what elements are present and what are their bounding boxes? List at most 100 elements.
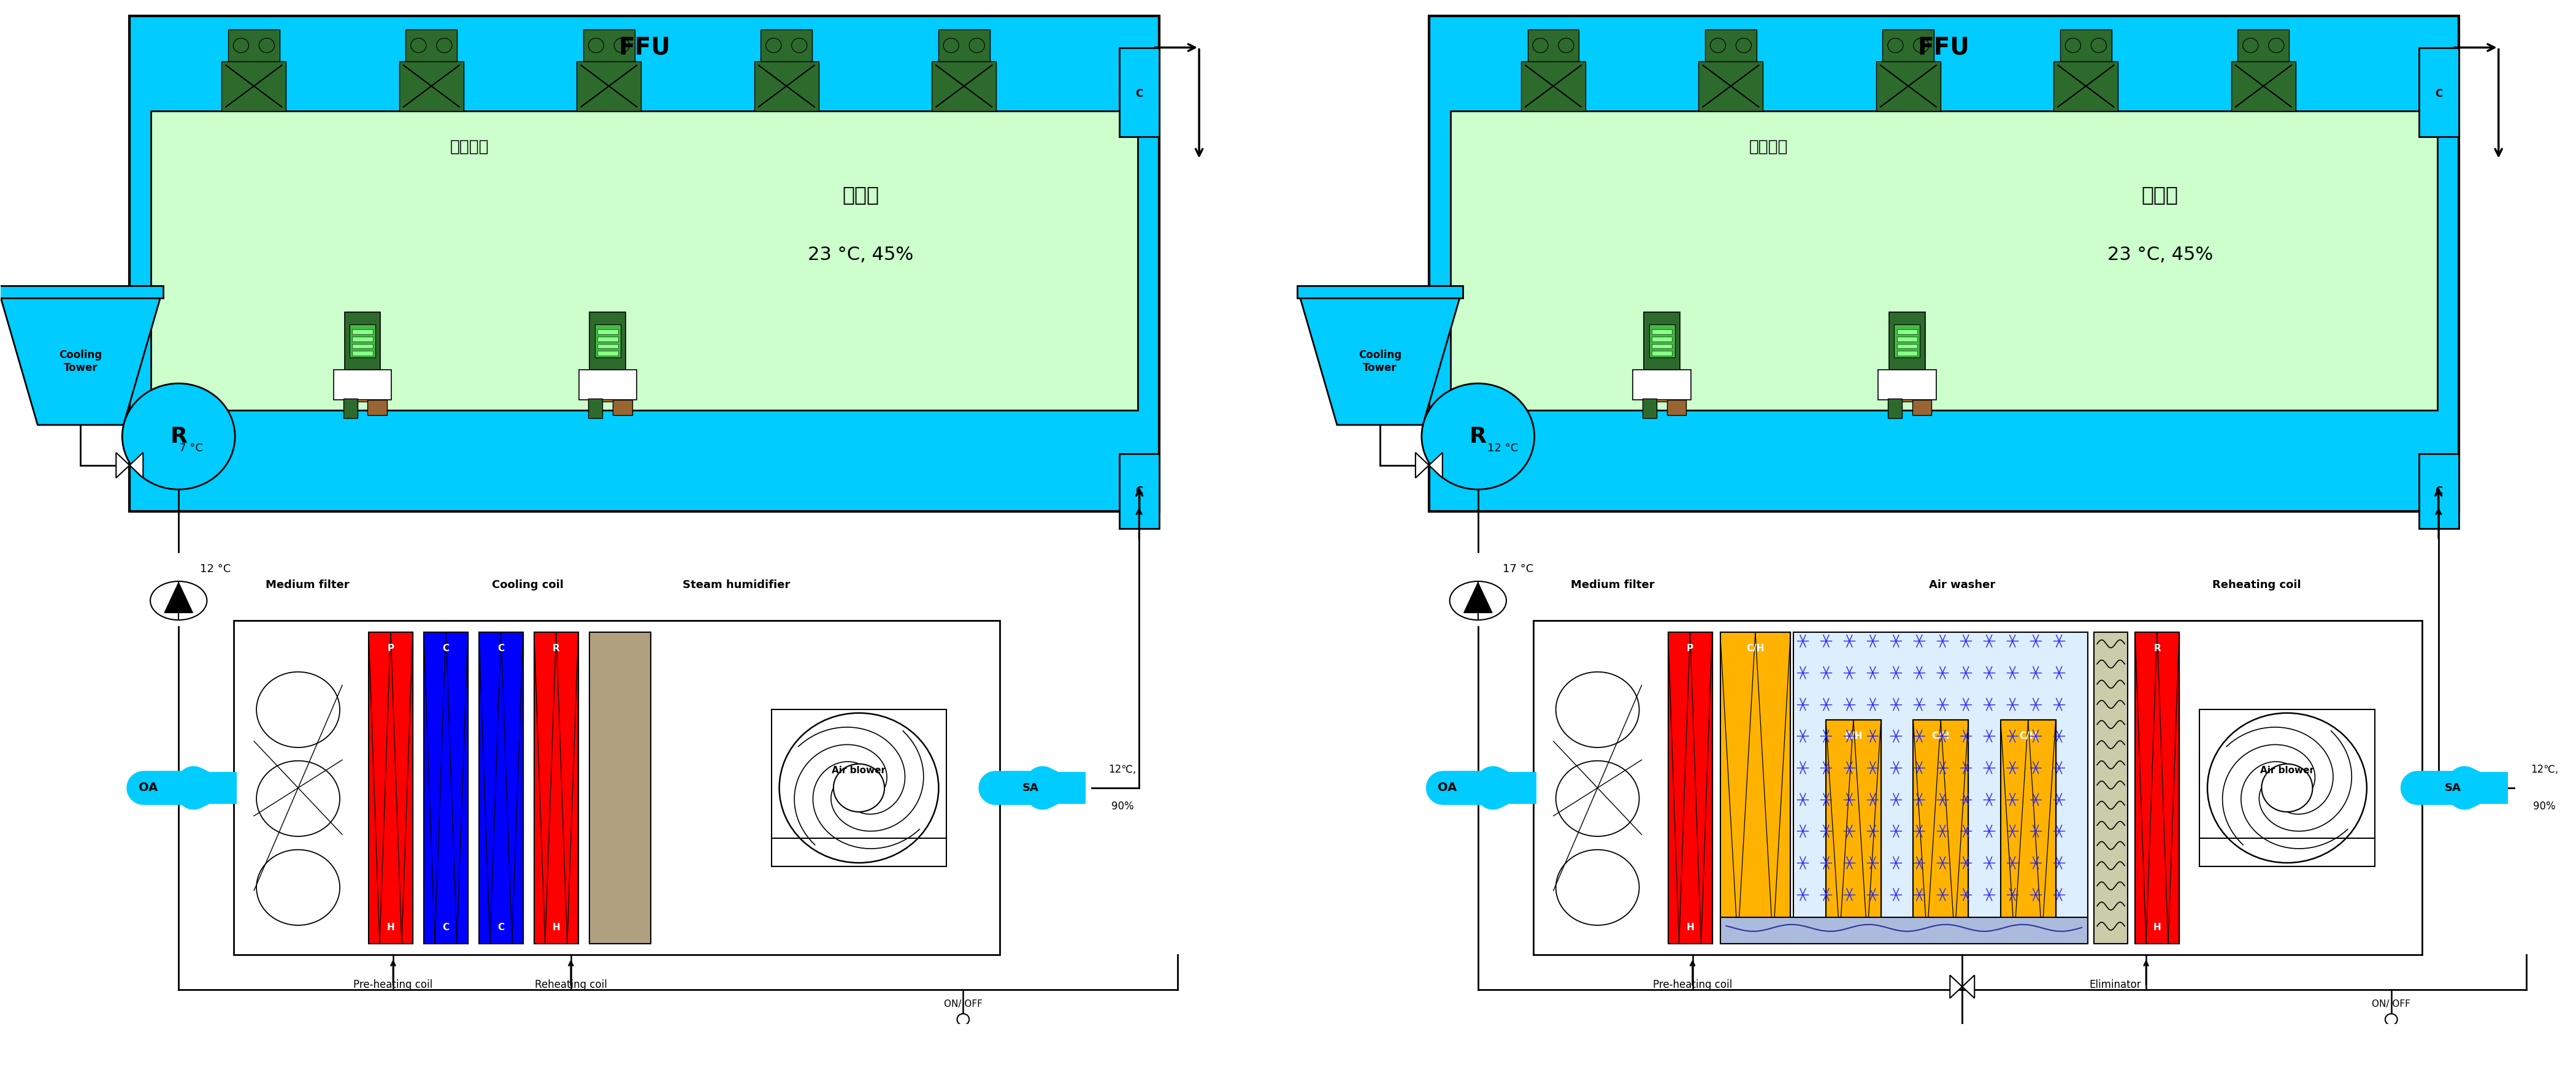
Bar <box>1893 325 1919 357</box>
Bar <box>1643 313 1680 372</box>
Bar <box>353 329 374 334</box>
Bar <box>1888 313 1924 372</box>
Bar <box>350 325 376 357</box>
Bar <box>1914 720 1968 938</box>
Bar <box>1651 351 1672 356</box>
Text: Eliminator: Eliminator <box>2089 979 2141 991</box>
Bar <box>994 772 1084 804</box>
Bar <box>1643 399 1656 418</box>
Circle shape <box>121 383 234 489</box>
Text: FFU: FFU <box>618 36 670 59</box>
Bar <box>613 400 631 415</box>
Text: C/H: C/H <box>2020 732 2038 741</box>
Polygon shape <box>116 453 144 478</box>
Circle shape <box>613 38 629 52</box>
Bar <box>234 621 999 955</box>
Text: 클린룸: 클린룸 <box>2141 185 2179 205</box>
Text: SA: SA <box>1023 782 1038 794</box>
Text: C: C <box>1136 88 1144 99</box>
Bar <box>590 313 626 372</box>
Text: OA: OA <box>139 782 157 794</box>
Bar <box>1888 399 1901 418</box>
Text: C/H: C/H <box>1932 732 1950 741</box>
Bar <box>1896 351 1917 356</box>
Bar <box>760 29 811 61</box>
Circle shape <box>2092 38 2107 52</box>
Bar <box>2419 454 2458 528</box>
Bar <box>1440 772 1535 804</box>
Bar <box>1520 61 1584 111</box>
Bar <box>2200 709 2375 867</box>
Text: Reheating coil: Reheating coil <box>2213 579 2300 590</box>
Circle shape <box>234 38 250 52</box>
Circle shape <box>260 38 276 52</box>
Bar <box>1901 400 1911 402</box>
Bar <box>343 399 358 418</box>
Circle shape <box>1422 383 1535 489</box>
Text: P: P <box>1687 644 1692 653</box>
Text: Cooling
Tower: Cooling Tower <box>59 350 103 374</box>
Bar <box>598 344 618 348</box>
Polygon shape <box>1414 453 1443 478</box>
Bar <box>1450 111 2437 411</box>
Text: Air blower: Air blower <box>832 766 886 775</box>
Bar <box>598 337 618 341</box>
Bar <box>1651 344 1672 348</box>
Bar <box>152 111 1139 411</box>
Circle shape <box>765 38 781 52</box>
Text: 클린룸: 클린룸 <box>842 185 878 205</box>
Bar <box>1533 621 2421 955</box>
Text: R: R <box>2154 644 2161 653</box>
Bar <box>129 16 1159 512</box>
Text: 7 °C: 7 °C <box>178 442 204 453</box>
Ellipse shape <box>258 849 340 926</box>
Bar <box>2094 633 2128 943</box>
Text: Cooling coil: Cooling coil <box>492 579 564 590</box>
Circle shape <box>1888 38 1904 52</box>
Bar <box>1896 329 1917 334</box>
Bar <box>399 61 464 111</box>
Bar <box>755 61 819 111</box>
Bar <box>353 351 374 356</box>
Polygon shape <box>1950 975 1973 999</box>
Text: P: P <box>386 644 394 653</box>
Circle shape <box>2066 38 2081 52</box>
Circle shape <box>791 38 806 52</box>
Bar <box>938 29 989 61</box>
Ellipse shape <box>149 582 206 620</box>
Bar <box>1826 720 1880 938</box>
Circle shape <box>781 713 938 862</box>
Bar <box>1651 337 1672 341</box>
Text: ON/ OFF: ON/ OFF <box>2372 1000 2411 1008</box>
Ellipse shape <box>1556 761 1638 836</box>
Bar <box>2061 29 2112 61</box>
Text: R: R <box>554 644 559 653</box>
Bar <box>2416 772 2506 804</box>
Text: C: C <box>2434 486 2442 497</box>
Text: HP: HP <box>1950 1086 1973 1089</box>
Bar <box>345 313 381 372</box>
Text: R: R <box>170 426 188 446</box>
Bar <box>587 399 603 418</box>
Bar <box>0 285 162 298</box>
Bar <box>1121 454 1159 528</box>
Text: C: C <box>497 922 505 932</box>
Polygon shape <box>1301 298 1461 425</box>
Text: Pre-heating coil: Pre-heating coil <box>1654 979 1731 991</box>
Text: 생산장치: 생산장치 <box>1749 139 1788 155</box>
Circle shape <box>2269 38 2285 52</box>
Circle shape <box>1533 38 1548 52</box>
Bar <box>1721 633 1790 943</box>
Circle shape <box>435 38 451 52</box>
Bar <box>1667 400 1687 415</box>
Bar <box>1911 400 1932 415</box>
Bar <box>770 709 945 867</box>
Ellipse shape <box>258 672 340 747</box>
Circle shape <box>2208 713 2367 862</box>
Text: C: C <box>497 644 505 653</box>
Bar <box>1705 29 1757 61</box>
Bar <box>368 633 412 943</box>
Bar <box>1669 633 1713 943</box>
Bar <box>2239 29 2290 61</box>
Bar <box>425 633 469 943</box>
